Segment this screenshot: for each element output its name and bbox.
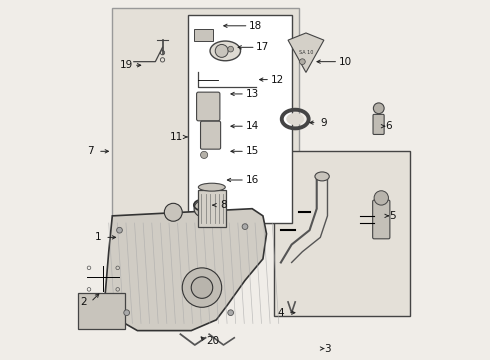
Circle shape <box>200 151 208 158</box>
Circle shape <box>374 191 389 205</box>
Text: 11: 11 <box>170 132 183 142</box>
Circle shape <box>215 44 228 57</box>
FancyBboxPatch shape <box>200 121 220 149</box>
Circle shape <box>299 59 305 64</box>
Ellipse shape <box>315 172 329 181</box>
FancyBboxPatch shape <box>373 200 390 239</box>
Text: 13: 13 <box>245 89 259 99</box>
Text: 14: 14 <box>245 121 259 131</box>
Text: 3: 3 <box>324 343 331 354</box>
Circle shape <box>228 310 234 316</box>
Text: 16: 16 <box>245 175 259 185</box>
Text: 1: 1 <box>95 232 101 242</box>
Polygon shape <box>105 209 267 330</box>
Text: 7: 7 <box>88 146 94 156</box>
FancyBboxPatch shape <box>78 293 125 329</box>
Circle shape <box>228 46 234 52</box>
Text: 4: 4 <box>277 308 284 318</box>
Polygon shape <box>288 33 324 72</box>
FancyBboxPatch shape <box>194 29 214 41</box>
FancyBboxPatch shape <box>197 190 226 227</box>
Ellipse shape <box>210 41 241 61</box>
Bar <box>112 8 299 223</box>
Circle shape <box>182 268 221 307</box>
Ellipse shape <box>198 183 225 191</box>
Text: SA 10: SA 10 <box>299 50 313 55</box>
Circle shape <box>164 203 182 221</box>
Text: 6: 6 <box>385 121 392 131</box>
Bar <box>274 151 410 316</box>
Text: 18: 18 <box>249 21 262 31</box>
Text: 17: 17 <box>256 42 270 52</box>
Bar <box>188 15 292 223</box>
Text: 12: 12 <box>270 75 284 85</box>
Text: 20: 20 <box>206 336 220 346</box>
Text: 9: 9 <box>320 118 327 128</box>
Text: 5: 5 <box>389 211 395 221</box>
Text: 8: 8 <box>220 200 227 210</box>
Text: 2: 2 <box>80 297 87 307</box>
Circle shape <box>124 310 129 316</box>
Text: 19: 19 <box>120 60 133 70</box>
Ellipse shape <box>286 113 304 125</box>
Text: 10: 10 <box>339 57 352 67</box>
Circle shape <box>242 224 248 229</box>
Circle shape <box>373 103 384 114</box>
Text: 15: 15 <box>245 146 259 156</box>
FancyBboxPatch shape <box>373 114 384 134</box>
Circle shape <box>117 227 122 233</box>
FancyBboxPatch shape <box>196 92 220 121</box>
Circle shape <box>191 277 213 298</box>
Circle shape <box>194 201 210 217</box>
